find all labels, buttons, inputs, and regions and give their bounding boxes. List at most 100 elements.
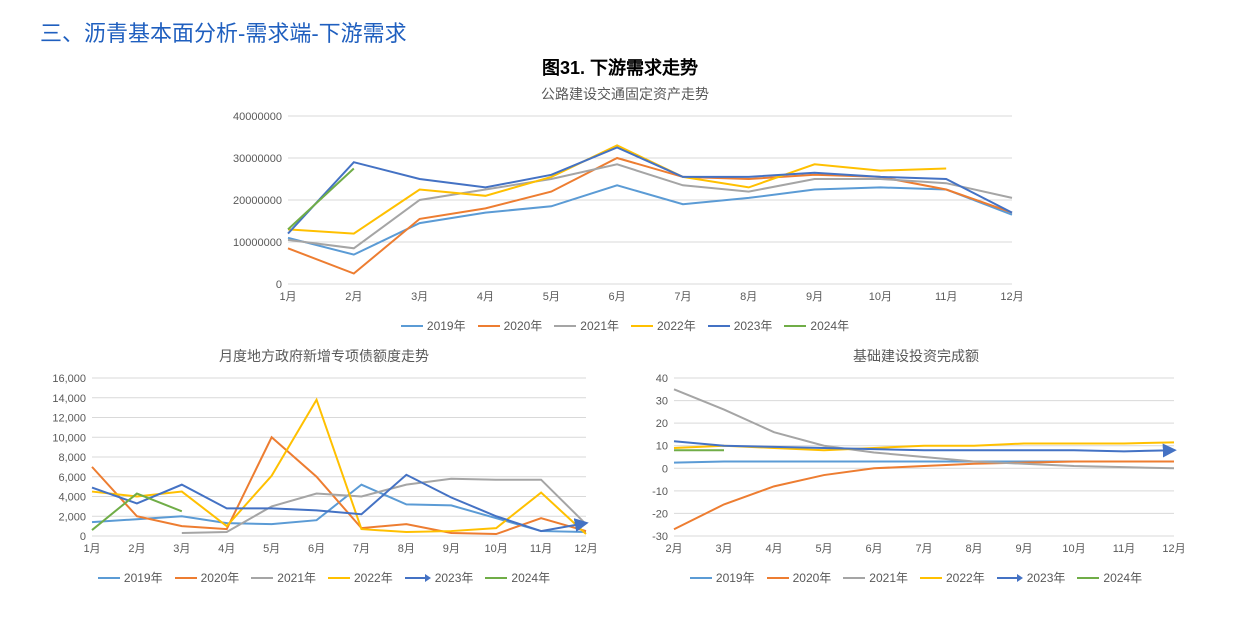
legend-swatch (767, 577, 789, 579)
legend-label: 2023年 (734, 317, 773, 334)
svg-text:7月: 7月 (915, 543, 932, 555)
svg-text:9月: 9月 (443, 543, 460, 555)
legend-item-2022: 2022年 (920, 569, 985, 586)
svg-text:20000000: 20000000 (233, 195, 282, 207)
svg-text:40000000: 40000000 (233, 111, 282, 123)
legend-item-2024: 2024年 (1077, 569, 1142, 586)
legend-label: 2019年 (716, 569, 755, 586)
chart3-plot: -30-20-100102030402月3月4月5月6月7月8月9月10月11月… (632, 370, 1200, 565)
chart1-legend: 2019年 2020年 2021年 2022年 2023年 2024年 (210, 317, 1040, 334)
legend-label: 2020年 (504, 317, 543, 334)
chart-special-bonds: 月度地方政府新增专项债额度走势 02,0004,0006,0008,00010,… (40, 346, 608, 586)
legend-swatch (485, 577, 507, 579)
legend-item-2019: 2019年 (690, 569, 755, 586)
legend-label: 2021年 (869, 569, 908, 586)
svg-text:40: 40 (656, 373, 668, 385)
svg-text:6月: 6月 (308, 543, 325, 555)
svg-text:-20: -20 (652, 508, 668, 520)
svg-text:2月: 2月 (345, 291, 362, 303)
legend-item-2022: 2022年 (328, 569, 393, 586)
svg-text:7月: 7月 (674, 291, 691, 303)
svg-text:11月: 11月 (1113, 543, 1135, 555)
legend-label: 2022年 (354, 569, 393, 586)
svg-text:12,000: 12,000 (52, 413, 86, 425)
svg-text:6月: 6月 (865, 543, 882, 555)
svg-text:8,000: 8,000 (58, 452, 86, 464)
chart3-legend: 2019年 2020年 2021年 2022年 2023年 2024年 (632, 569, 1200, 586)
chart-highway-fixed-assets: 公路建设交通固定资产走势 010000000200000003000000040… (210, 84, 1040, 334)
legend-label: 2024年 (511, 569, 550, 586)
legend-label: 2022年 (946, 569, 985, 586)
svg-text:30: 30 (656, 396, 668, 408)
legend-label: 2023年 (435, 569, 474, 586)
svg-text:0: 0 (662, 463, 668, 475)
legend-item-2020: 2020年 (767, 569, 832, 586)
legend-swatch (478, 325, 500, 327)
svg-text:10000000: 10000000 (233, 237, 282, 249)
legend-label: 2020年 (793, 569, 832, 586)
svg-text:10月: 10月 (485, 543, 508, 555)
legend-item-2019: 2019年 (98, 569, 163, 586)
arrow-icon (405, 573, 431, 583)
chart-infra-investment: 基础建设投资完成额 -30-20-100102030402月3月4月5月6月7月… (632, 346, 1200, 586)
svg-text:3月: 3月 (411, 291, 428, 303)
legend-label: 2021年 (277, 569, 316, 586)
legend-item-2022: 2022年 (631, 317, 696, 334)
legend-label: 2021年 (580, 317, 619, 334)
legend-label: 2019年 (124, 569, 163, 586)
svg-text:8月: 8月 (398, 543, 415, 555)
legend-label: 2023年 (1027, 569, 1066, 586)
svg-text:9月: 9月 (1015, 543, 1032, 555)
svg-text:2,000: 2,000 (58, 511, 86, 523)
svg-text:2月: 2月 (665, 543, 682, 555)
legend-swatch (175, 577, 197, 579)
svg-text:0: 0 (80, 531, 86, 543)
legend-label: 2020年 (201, 569, 240, 586)
legend-item-2021: 2021年 (554, 317, 619, 334)
svg-text:5月: 5月 (263, 543, 280, 555)
legend-swatch (328, 577, 350, 579)
legend-swatch (401, 325, 423, 327)
legend-swatch (631, 325, 653, 327)
legend-swatch (843, 577, 865, 579)
svg-text:10: 10 (656, 441, 668, 453)
chart1-plot: 0100000002000000030000000400000001月2月3月4… (210, 108, 1040, 313)
legend-swatch (554, 325, 576, 327)
chart2-legend: 2019年 2020年 2021年 2022年 2023年 2024年 (40, 569, 608, 586)
legend-item-2023: 2023年 (997, 569, 1066, 586)
legend-swatch (1077, 577, 1099, 579)
svg-text:3月: 3月 (715, 543, 732, 555)
legend-label: 2022年 (657, 317, 696, 334)
svg-text:5月: 5月 (543, 291, 560, 303)
chart3-subtitle: 基础建设投资完成额 (632, 346, 1200, 366)
svg-text:6,000: 6,000 (58, 472, 86, 484)
svg-text:1月: 1月 (83, 543, 100, 555)
svg-text:10,000: 10,000 (52, 432, 86, 444)
legend-item-2019: 2019年 (401, 317, 466, 334)
legend-item-2021: 2021年 (843, 569, 908, 586)
svg-text:20: 20 (656, 418, 668, 430)
legend-item-2023: 2023年 (708, 317, 773, 334)
svg-text:6月: 6月 (609, 291, 626, 303)
svg-text:4月: 4月 (218, 543, 235, 555)
svg-text:30000000: 30000000 (233, 153, 282, 165)
legend-item-2023: 2023年 (405, 569, 474, 586)
svg-text:4月: 4月 (477, 291, 494, 303)
section-title: 三、沥青基本面分析-需求端-下游需求 (40, 16, 1200, 48)
svg-text:7月: 7月 (353, 543, 370, 555)
svg-text:4,000: 4,000 (58, 492, 86, 504)
legend-swatch (784, 325, 806, 327)
legend-label: 2019年 (427, 317, 466, 334)
svg-text:5月: 5月 (815, 543, 832, 555)
svg-text:8月: 8月 (740, 291, 757, 303)
svg-text:12月: 12月 (574, 543, 597, 555)
svg-text:12月: 12月 (1000, 291, 1023, 303)
legend-item-2021: 2021年 (251, 569, 316, 586)
chart2-plot: 02,0004,0006,0008,00010,00012,00014,0001… (40, 370, 608, 565)
figure-title: 图31. 下游需求走势 (40, 54, 1200, 80)
svg-text:0: 0 (276, 279, 282, 291)
arrow-icon (997, 573, 1023, 583)
legend-item-2024: 2024年 (784, 317, 849, 334)
legend-label: 2024年 (1103, 569, 1142, 586)
legend-swatch (708, 325, 730, 327)
